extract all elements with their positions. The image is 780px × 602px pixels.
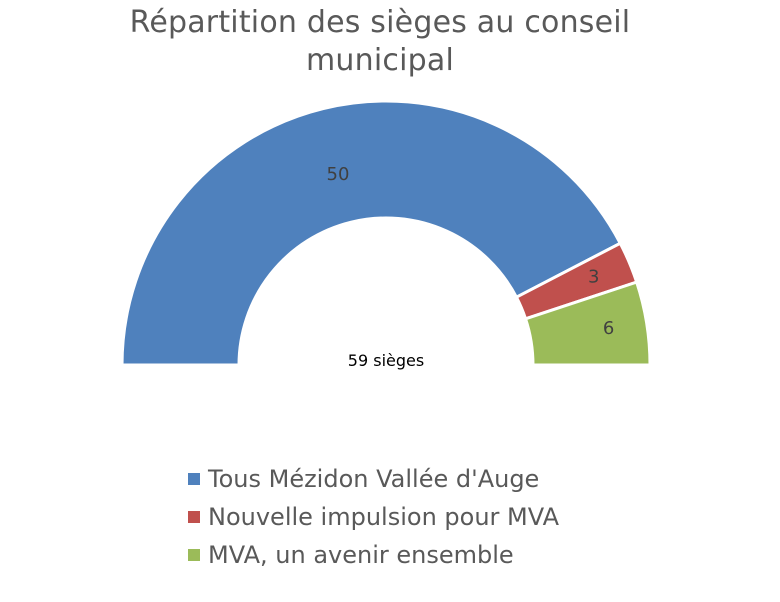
legend-swatch <box>188 549 200 561</box>
data-label-2: 6 <box>603 318 614 339</box>
data-label-0: 50 <box>327 164 350 185</box>
slice-0 <box>120 99 623 367</box>
center-label: 59 sièges <box>348 351 424 370</box>
legend-swatch <box>188 511 200 523</box>
legend-item: Tous Mézidon Vallée d'Auge <box>188 460 708 498</box>
slice-2 <box>523 280 652 367</box>
legend-item: Nouvelle impulsion pour MVA <box>188 498 708 536</box>
slice-labels-group: 50 3 6 <box>327 164 615 339</box>
data-label-1: 3 <box>588 266 599 287</box>
legend-label: MVA, un avenir ensemble <box>208 541 514 569</box>
legend-label: Nouvelle impulsion pour MVA <box>208 503 560 531</box>
chart-title: Répartition des sièges au conseil munici… <box>129 5 631 78</box>
slices-group <box>120 99 652 367</box>
legend-label: Tous Mézidon Vallée d'Auge <box>208 465 540 493</box>
legend-swatch <box>188 473 200 485</box>
legend: Tous Mézidon Vallée d'Auge Nouvelle impu… <box>188 460 708 574</box>
legend-item: MVA, un avenir ensemble <box>188 536 708 574</box>
